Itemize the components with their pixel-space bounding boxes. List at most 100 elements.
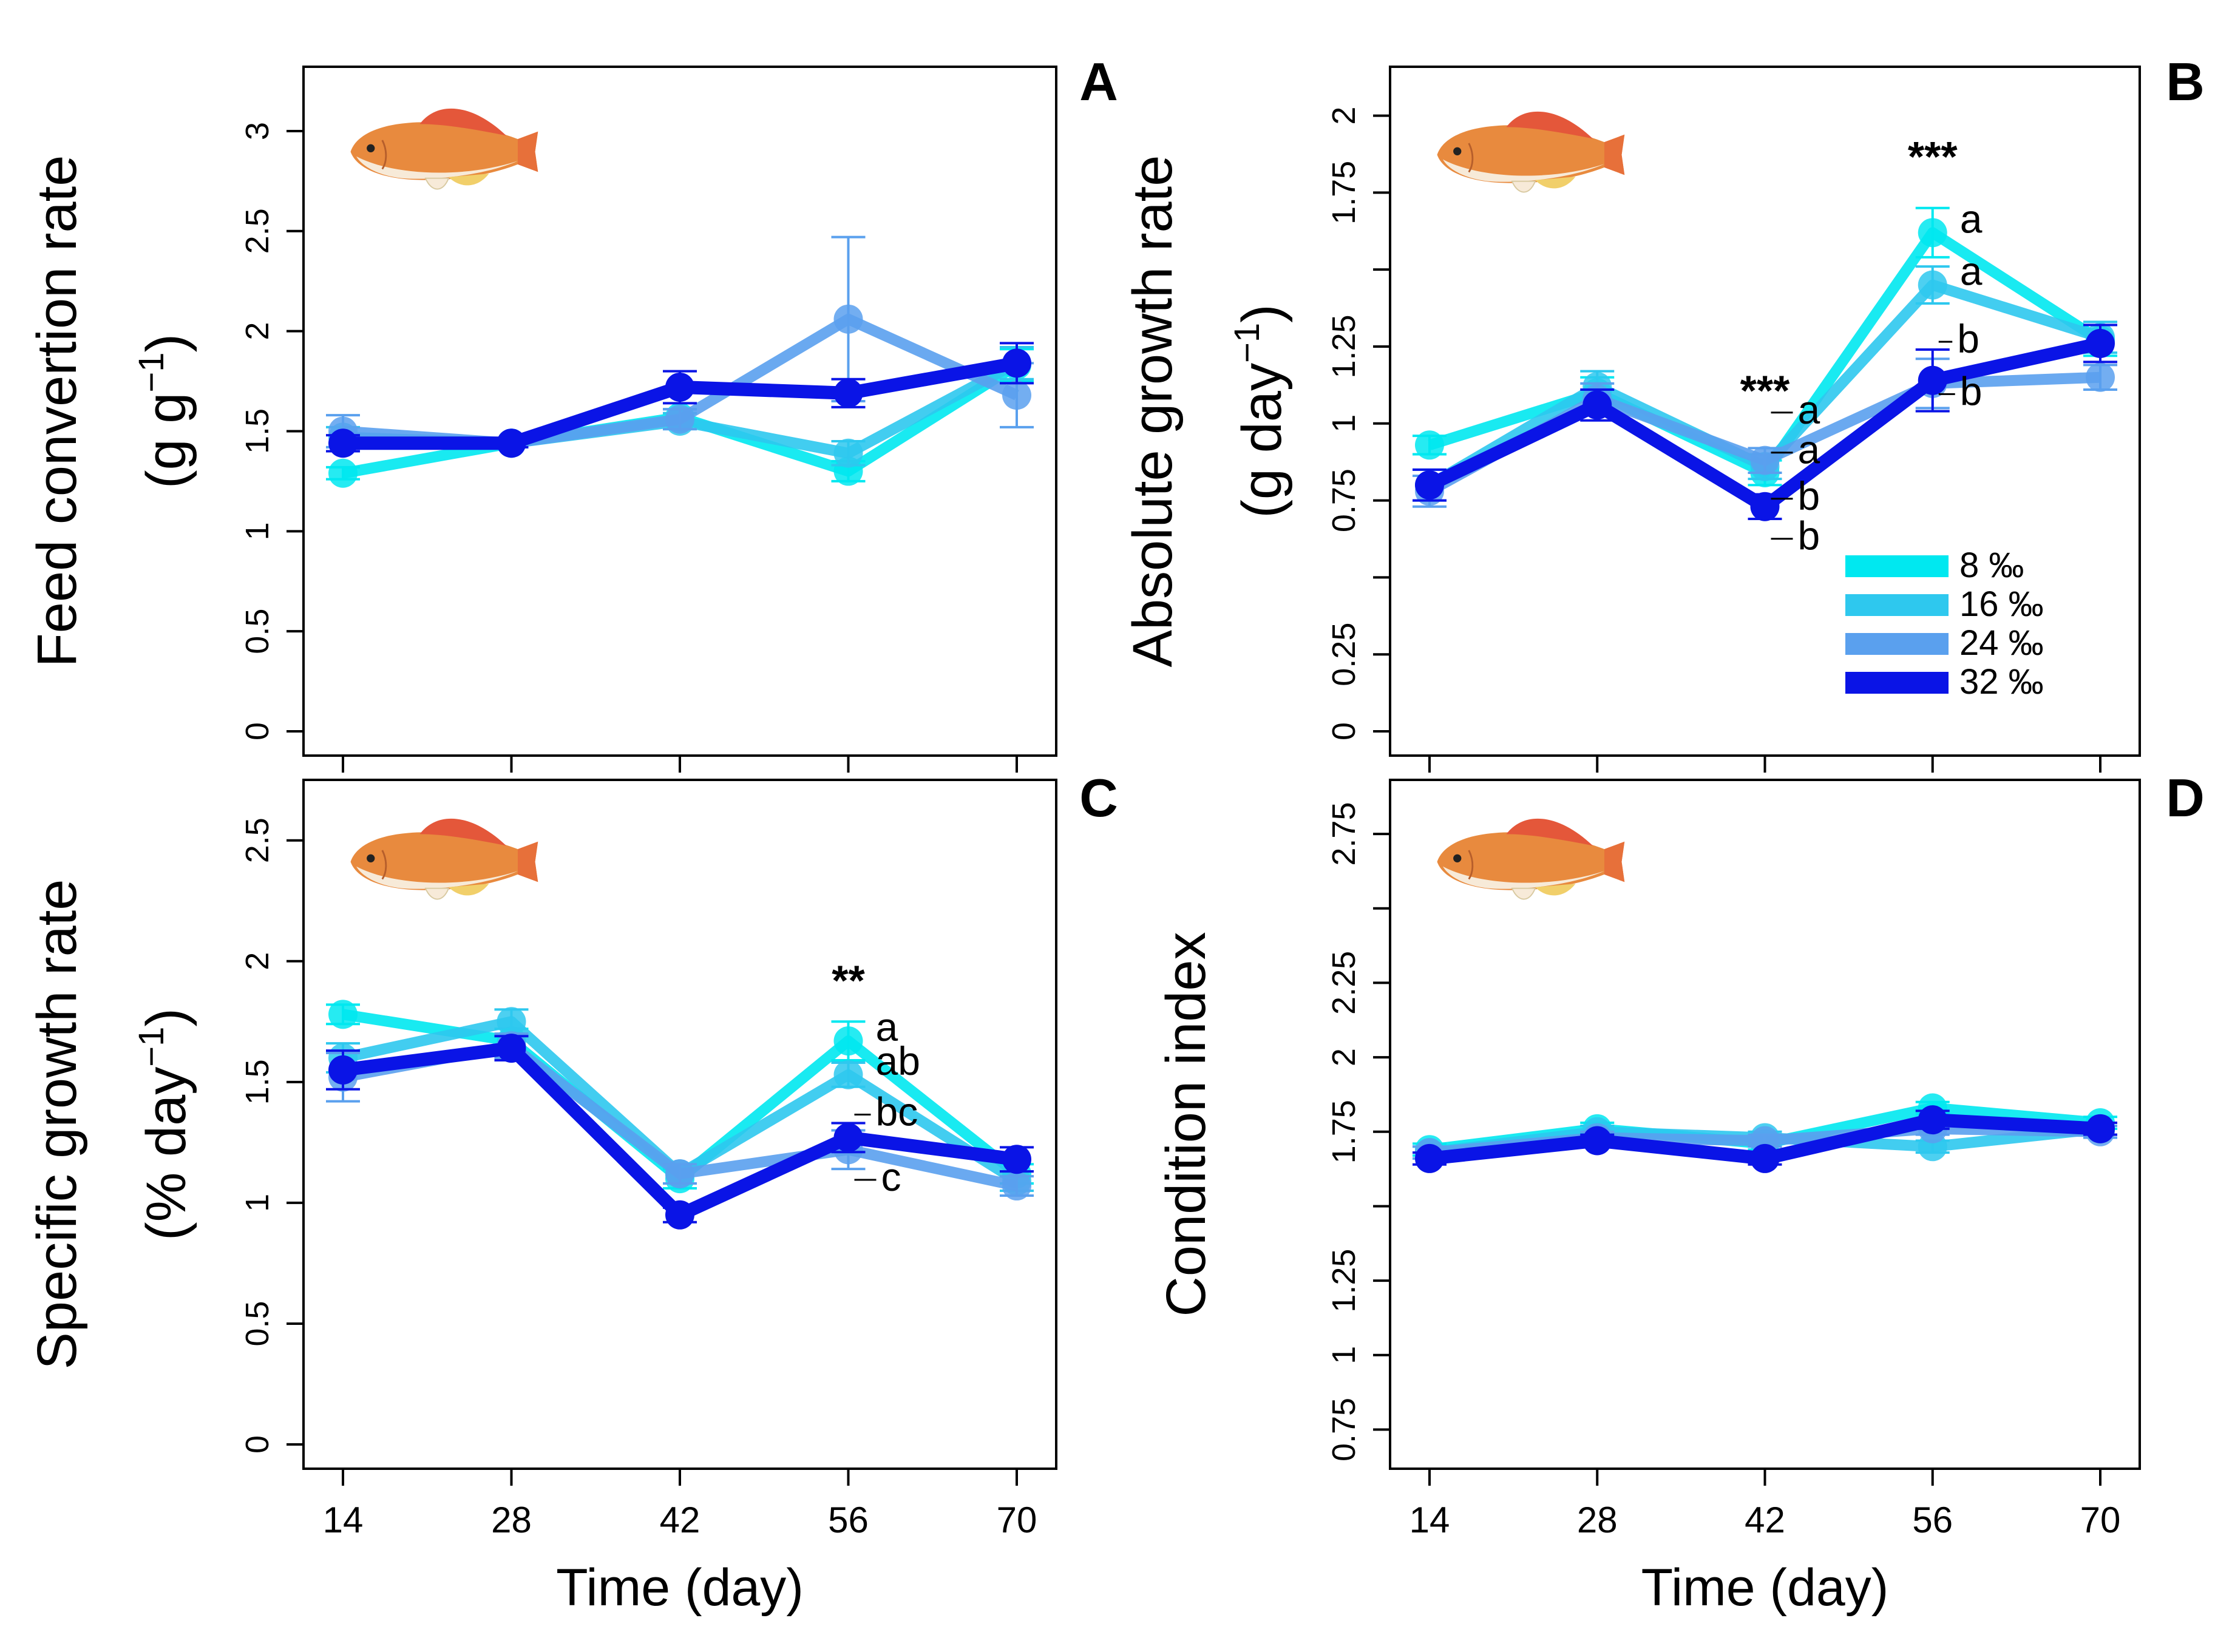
data-point — [833, 438, 863, 468]
fish-icon — [1436, 110, 1626, 193]
y-tick-label: 1 — [239, 1194, 276, 1212]
y-tick-label: 3 — [239, 122, 276, 140]
y-tick-label: 2 — [239, 952, 276, 970]
panel-label-A: A — [1079, 52, 1118, 112]
y-axis-unit-superscript: −1 — [1227, 323, 1267, 363]
data-point — [665, 404, 694, 434]
x-tick-label: 28 — [491, 1500, 532, 1540]
y-tick-label: 0 — [1326, 722, 1362, 740]
y-tick-label: 1.5 — [239, 1059, 276, 1105]
data-point — [2086, 328, 2115, 358]
data-point — [833, 304, 863, 334]
y-axis-unit-close: ) — [135, 1008, 197, 1027]
x-tick-label: 14 — [1409, 1500, 1450, 1540]
data-point — [665, 372, 694, 402]
legend-label: 16 ‰ — [1959, 584, 2044, 624]
y-tick-label: 2 — [1326, 107, 1362, 125]
data-point — [328, 1055, 358, 1085]
y-tick-label: 1 — [1326, 1346, 1362, 1364]
group-letter: ab — [876, 1038, 920, 1083]
y-tick-label: 2.5 — [239, 818, 276, 863]
data-point — [497, 1007, 526, 1037]
significance-stars: *** — [1740, 367, 1790, 414]
x-tick-label: 42 — [660, 1500, 700, 1540]
y-tick-label: 1 — [1326, 415, 1362, 433]
data-point — [1918, 218, 1947, 248]
data-point — [328, 458, 358, 488]
y-axis-title: Condition index — [1155, 932, 1217, 1316]
fish-icon — [350, 107, 539, 190]
data-point — [1415, 1143, 1444, 1173]
legend-label: 24 ‰ — [1959, 623, 2044, 663]
data-point — [833, 1060, 863, 1089]
x-tick-label: 42 — [1745, 1500, 1785, 1540]
legend-swatch — [1845, 672, 1949, 694]
data-point — [1002, 348, 1031, 378]
y-tick-label: 2.25 — [1326, 951, 1362, 1015]
y-tick-label: 0.75 — [1326, 1398, 1362, 1461]
data-point — [1918, 270, 1947, 300]
y-axis-unit-superscript: −1 — [132, 352, 171, 392]
y-tick-label: 1.75 — [1326, 1100, 1362, 1163]
panel-label-C: C — [1079, 768, 1118, 828]
y-axis-unit-superscript: −1 — [132, 1027, 171, 1067]
panel-label-B: B — [2166, 52, 2205, 112]
y-tick-label: 1.5 — [239, 408, 276, 454]
data-point — [1750, 1143, 1780, 1173]
fish-icon — [1436, 818, 1626, 900]
data-point — [665, 1200, 694, 1230]
y-tick-label: 1 — [239, 522, 276, 540]
x-tick-label: 56 — [828, 1500, 869, 1540]
y-axis-unit-close: ) — [135, 334, 197, 353]
y-axis-title: Specific growth rate — [26, 879, 88, 1370]
x-axis-title: Time (day) — [1641, 1559, 1889, 1617]
group-letter: c — [881, 1154, 901, 1199]
data-point — [1918, 1105, 1947, 1135]
data-point — [1002, 1145, 1031, 1174]
y-axis-title: Absolute growth rate — [1122, 155, 1184, 668]
data-point — [2086, 1114, 2115, 1143]
legend-swatch — [1845, 633, 1949, 655]
y-tick-label: 2 — [1326, 1048, 1362, 1066]
legend-label: 8 ‰ — [1959, 546, 2024, 585]
data-point — [2086, 362, 2115, 392]
y-axis-title: Feed convertion rate — [26, 155, 88, 668]
legend-swatch — [1845, 555, 1949, 577]
y-tick-label: 2.5 — [239, 208, 276, 254]
x-tick-label: 28 — [1577, 1500, 1618, 1540]
y-axis-unit-text: (g day — [1231, 363, 1293, 518]
x-tick-label: 14 — [323, 1500, 364, 1540]
significance-stars: ** — [832, 957, 865, 1004]
y-axis-unit: (% day−1) — [132, 1008, 197, 1241]
data-point — [1002, 381, 1031, 410]
data-point — [833, 1026, 863, 1056]
group-letter: a — [876, 1004, 898, 1049]
y-tick-label: 1.25 — [1326, 314, 1362, 378]
panel-label-D: D — [2166, 768, 2205, 828]
group-letter: bc — [876, 1089, 918, 1134]
x-tick-label: 70 — [2080, 1500, 2121, 1540]
data-point — [1002, 1171, 1031, 1201]
y-tick-label: 0.5 — [239, 1301, 276, 1346]
y-tick-label: 2 — [239, 322, 276, 340]
y-axis-unit: (g day−1) — [1227, 304, 1293, 518]
group-letter: b — [1960, 368, 1983, 413]
group-letter: b — [1798, 473, 1820, 518]
data-point — [1415, 470, 1444, 500]
y-tick-label: 0 — [239, 1435, 276, 1454]
y-tick-label: 2.75 — [1326, 802, 1362, 866]
y-axis-unit: (g g−1) — [132, 334, 197, 489]
y-tick-label: 0.75 — [1326, 469, 1362, 532]
data-point — [497, 1034, 526, 1063]
y-tick-label: 0.5 — [239, 609, 276, 654]
legend-label: 32 ‰ — [1959, 662, 2044, 702]
group-letter: a — [1798, 387, 1820, 432]
fish-icon — [350, 818, 539, 900]
data-point — [665, 1159, 694, 1189]
y-tick-label: 0.25 — [1326, 623, 1362, 686]
group-letter: a — [1798, 427, 1820, 472]
data-point — [1750, 445, 1780, 475]
y-axis-unit-text: (g g — [135, 393, 197, 489]
y-tick-label: 1.75 — [1326, 161, 1362, 225]
